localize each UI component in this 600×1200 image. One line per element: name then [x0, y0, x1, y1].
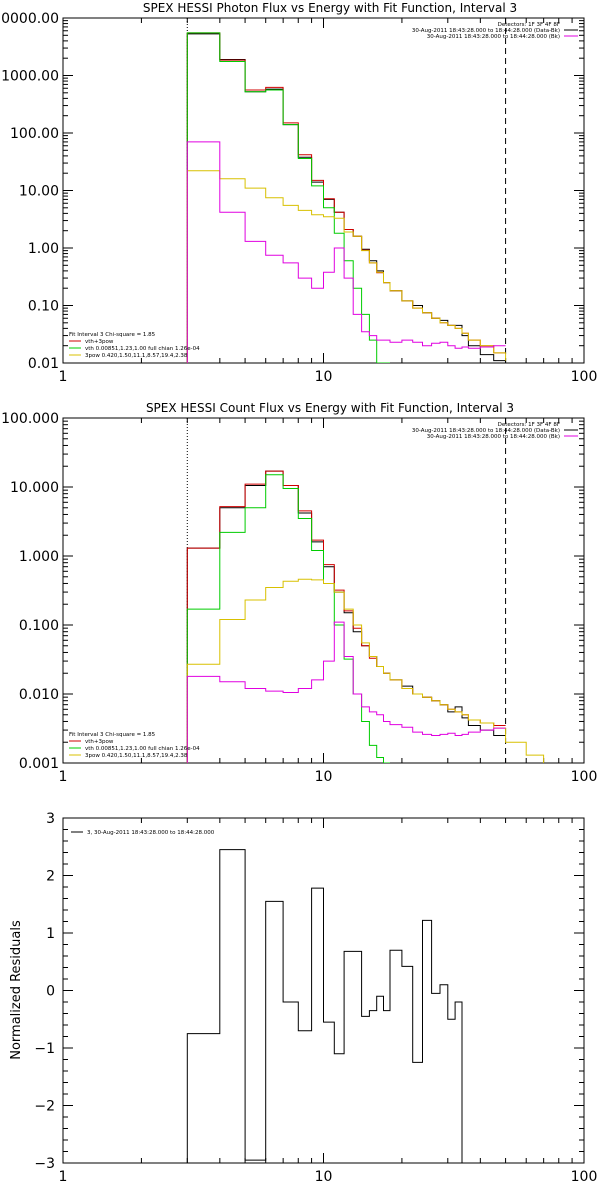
panel-1-title: SPEX HESSI Photon Flux vs Energy with Fi… [143, 1, 517, 15]
series-line [186, 33, 506, 363]
series-line [186, 621, 506, 763]
y-tick-label: −3 [34, 1156, 55, 1172]
y-tick-label: 0.001 [19, 756, 59, 772]
legend-entry: vth 0.00851,1.23,1.00 full chian 1.26e-0… [85, 346, 200, 352]
legend-entry: 30-Aug-2011 18:43:28.000 to 18:44:28.000… [412, 428, 560, 434]
legend-entry: vth 0.00851,1.23,1.00 full chian 1.26e-0… [85, 746, 200, 752]
series-line [186, 578, 545, 763]
legend-entry: 30-Aug-2011 18:43:28.000 to 18:44:28.000… [427, 434, 560, 440]
x-tick-label: 1 [59, 369, 68, 385]
panel-3-body: 1 10 100 −3 −2 −1 0 1 2 3 3, 30-Aug-2011 18:43:28.… [34, 811, 597, 1185]
series-line [186, 141, 506, 363]
legend-entry: Detectors: 1F 3F 4F 8F [498, 422, 560, 428]
legend-entry: vth+3pow [85, 739, 114, 745]
y-tick-label: 1.000 [19, 549, 59, 565]
legend-entry: 3pow 0.420,1.50,11.1,8.57,19.4,2.38 [85, 353, 188, 359]
photon-flux-panel: SPEX HESSI Photon Flux vs Energy with Fi… [0, 1, 597, 385]
series-line [186, 849, 463, 1163]
x-tick-label: 1 [59, 1169, 68, 1185]
y-tick-label: 10.000 [10, 480, 59, 496]
legend-entry: Fit Interval 3 Chi-square = 1.85 [69, 732, 156, 738]
legend-entry: Fit Interval 3 Chi-square = 1.85 [69, 332, 156, 338]
y-tick-label: 1 [46, 926, 55, 942]
panel-3-ylabel: Normalized Residuals [9, 920, 24, 1060]
y-tick-label: −2 [34, 1099, 55, 1115]
series-line [186, 32, 390, 363]
series-line [186, 474, 390, 763]
panel-2-body: 1 10 100 0.001 0.010 0.100 1.000 10.000 100.000 D… [1, 411, 597, 785]
series-line [186, 32, 506, 363]
legend-entry: 30-Aug-2011 18:43:28.000 to 18:44:28.000… [412, 28, 560, 34]
residuals-panel: Normalized Residuals 1 10 100 −3 −2 −1 0 1 2 3 3, … [9, 811, 597, 1185]
y-tick-label: 0.010 [19, 687, 59, 703]
y-tick-label: 0.100 [19, 618, 59, 634]
y-tick-label: 0.01 [28, 356, 59, 372]
y-tick-label: −1 [34, 1041, 55, 1057]
x-tick-label: 1 [59, 769, 68, 785]
legend-entry: vth+3pow [85, 339, 114, 345]
y-tick-label: 10.00 [19, 184, 59, 200]
y-tick-label: 3 [46, 811, 55, 827]
y-tick-label: 0.10 [28, 299, 59, 315]
y-tick-label: 100.00 [10, 126, 59, 142]
panel-1-body: 1 10 100 0.01 0.10 1.00 10.00 100.00 1000.00 1000… [0, 11, 597, 385]
y-tick-label: 0 [46, 984, 55, 1000]
x-tick-label: 100 [571, 1169, 598, 1185]
count-flux-panel: SPEX HESSI Count Flux vs Energy with Fit… [1, 401, 597, 785]
y-tick-label: 100.000 [1, 411, 59, 427]
x-tick-label: 100 [571, 769, 598, 785]
y-tick-label: 1000.00 [1, 69, 59, 85]
panel-2-title: SPEX HESSI Count Flux vs Energy with Fit… [146, 401, 514, 415]
x-tick-label: 10 [315, 769, 333, 785]
x-tick-label: 10 [315, 369, 333, 385]
legend-entry: 3, 30-Aug-2011 18:43:28.000 to 18:44:28.… [87, 830, 215, 836]
y-tick-label: 1.00 [28, 241, 59, 257]
x-tick-label: 100 [571, 369, 598, 385]
legend-entry: 3pow 0.420,1.50,11.1,8.57,19.4,2.38 [85, 753, 188, 759]
x-tick-label: 10 [315, 1169, 333, 1185]
series-line [186, 170, 507, 363]
legend-entry: Detectors: 1F 3F 4F 8F [498, 22, 560, 28]
legend-entry: 30-Aug-2011 18:43:28.000 to 18:44:28.000… [427, 34, 560, 40]
y-tick-label: 10000.00 [0, 11, 59, 27]
y-tick-label: 2 [46, 869, 55, 885]
